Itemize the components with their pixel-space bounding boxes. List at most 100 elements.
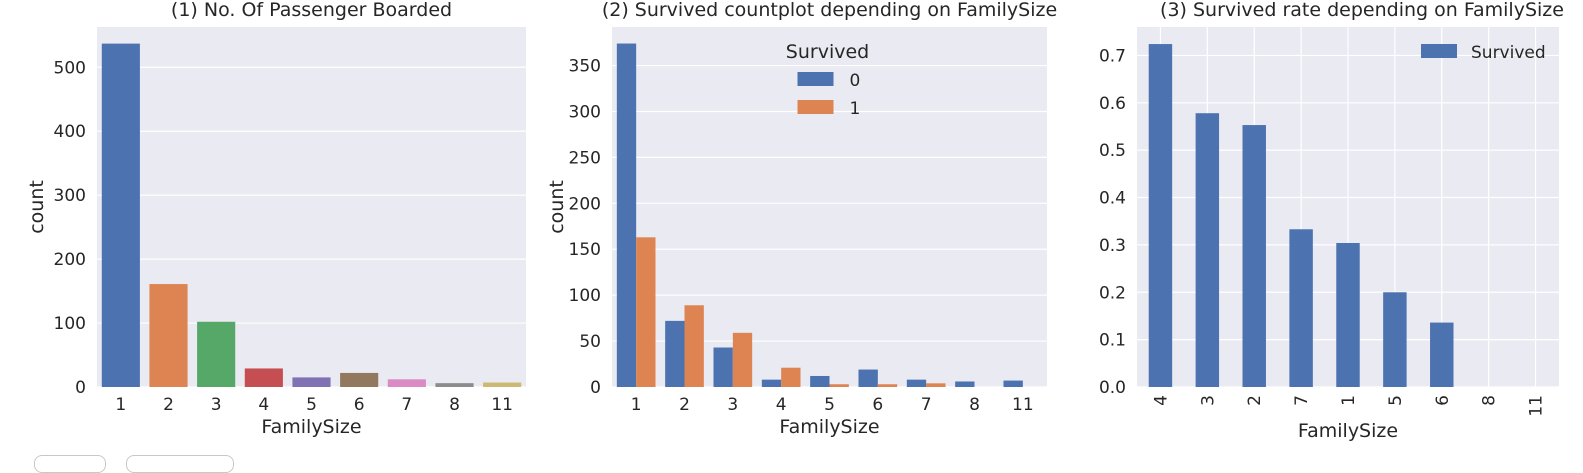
figure: 0 100 200 300 400 500 1 2 3 4 5 6 7 8 11 (1) No. Of Pas…: [26, 0, 1564, 473]
bar-1: [101, 43, 140, 388]
bar-6-survived-1: [877, 384, 898, 387]
y-tick-label: 200: [54, 250, 86, 270]
x-tick-label: 6: [354, 395, 365, 415]
bar-6-survived-0: [858, 369, 878, 387]
chart-title: (3) Survived rate depending on FamilySiz…: [1160, 0, 1564, 21]
y-tick-label: 0.2: [1099, 283, 1126, 303]
bar-1: [1336, 243, 1360, 387]
x-tick-label: 7: [401, 395, 412, 415]
x-tick-label: 1: [115, 395, 126, 415]
x-tick-label: 3: [211, 395, 222, 415]
bar-5-survived-0: [810, 375, 830, 387]
x-tick-label: 2: [163, 395, 174, 415]
y-tick-label: 100: [569, 286, 601, 306]
y-axis-label: count: [546, 180, 568, 234]
x-tick-label: 4: [776, 395, 787, 415]
y-tick-label: 0.4: [1099, 189, 1126, 209]
y-tick-label: 100: [54, 314, 86, 334]
x-tick-label: 1: [631, 395, 642, 415]
chart-title: (1) No. Of Passenger Boarded: [171, 0, 452, 21]
y-axis-label: count: [26, 180, 48, 234]
bar-7-survived-1: [926, 383, 946, 387]
bar-7: [1289, 229, 1313, 387]
x-tick-label: 8: [969, 395, 980, 415]
x-tick-label: 11: [491, 395, 513, 415]
x-tick-label: 4: [1151, 395, 1171, 406]
chart-panel-1: 0 100 200 300 400 500 1 2 3 4 5 6 7 8 11 (1) No. Of Pas…: [26, 0, 526, 438]
x-tick-label: 6: [872, 395, 883, 415]
x-axis-label: FamilySize: [1298, 420, 1398, 442]
bar-3-survived-1: [732, 332, 753, 387]
x-tick-label: 8: [1480, 395, 1500, 406]
bar-2-survived-0: [665, 320, 685, 387]
bar-11: [483, 382, 522, 387]
bar-1-survived-1: [636, 237, 656, 387]
legend-swatch: [797, 72, 834, 86]
y-tick-label: 350: [569, 57, 601, 77]
bar-2-survived-1: [684, 305, 704, 387]
toolbar-button-2[interactable]: [126, 455, 234, 473]
y-tick-label: 0.7: [1099, 46, 1126, 66]
y-tick-label: 400: [54, 122, 86, 142]
x-tick-label: 2: [1245, 395, 1265, 406]
bar-3: [1195, 113, 1220, 388]
bar-6: [1430, 322, 1454, 387]
chart-title: (2) Survived countplot depending on Fami…: [602, 0, 1057, 21]
x-tick-label: 3: [1198, 395, 1218, 406]
legend-swatch: [797, 100, 834, 114]
y-tick-label: 500: [54, 58, 86, 78]
bar-7-survived-0: [906, 379, 927, 387]
y-tick-label: 150: [569, 240, 601, 260]
bar-4-survived-0: [761, 379, 782, 387]
bar-3: [197, 321, 236, 387]
bar-3-survived-0: [713, 347, 733, 387]
x-tick-label: 2: [679, 395, 690, 415]
bar-8: [435, 383, 474, 387]
x-tick-label: 4: [258, 395, 269, 415]
chart-panel-3: 0.0 0.1 0.2 0.3 0.4 0.5 0.6 0.7 4 3 2 7 1 5 6 8 11 (3) Su…: [1099, 0, 1564, 442]
bar-4: [244, 368, 283, 387]
bar-2: [1242, 125, 1266, 387]
legend-label: 0: [850, 71, 861, 91]
y-tick-label: 200: [569, 194, 601, 214]
legend-label: Survived: [1471, 43, 1546, 63]
bar-5-survived-1: [829, 384, 849, 387]
bar-6: [340, 372, 379, 387]
x-axis-label: FamilySize: [779, 416, 879, 438]
legend-title: Survived: [786, 41, 869, 63]
x-tick-label: 7: [1292, 395, 1312, 406]
y-tick-label: 0: [590, 378, 601, 398]
x-tick-label: 1: [1339, 395, 1359, 406]
bar-4-survived-1: [781, 367, 801, 387]
y-tick-label: 300: [569, 102, 601, 122]
x-tick-label: 11: [1527, 395, 1547, 417]
bar-1-survived-0: [616, 43, 637, 388]
x-tick-label: 5: [1386, 395, 1406, 406]
y-tick-label: 0.5: [1099, 141, 1126, 161]
y-tick-label: 0.3: [1099, 236, 1126, 256]
y-tick-label: 250: [569, 148, 601, 168]
x-tick-label: 6: [1433, 395, 1453, 406]
bar-5: [292, 377, 331, 387]
y-tick-label: 0: [75, 378, 86, 398]
legend-swatch: [1421, 44, 1457, 58]
y-tick-label: 0.0: [1099, 378, 1126, 398]
bar-2: [149, 284, 188, 387]
legend-label: 1: [850, 99, 861, 119]
x-tick-label: 7: [921, 395, 932, 415]
y-tick-label: 0.6: [1099, 94, 1126, 114]
y-tick-label: 300: [54, 186, 86, 206]
x-tick-label: 3: [727, 395, 738, 415]
x-tick-label: 8: [449, 395, 460, 415]
y-tick-label: 50: [579, 332, 601, 352]
bar-8-survived-0: [955, 381, 975, 387]
toolbar-button-1[interactable]: [34, 455, 106, 473]
x-axis-label: FamilySize: [261, 416, 361, 438]
x-tick-label: 11: [1012, 395, 1034, 415]
bar-4: [1148, 44, 1173, 387]
bar-7: [387, 379, 426, 387]
bar-5: [1383, 292, 1407, 387]
x-tick-label: 5: [306, 395, 317, 415]
chart-panel-2: 0 50 100 150 200 250 300 350 1 2 3 4 5 6 7 8 11 (2) Survi…: [546, 0, 1057, 438]
